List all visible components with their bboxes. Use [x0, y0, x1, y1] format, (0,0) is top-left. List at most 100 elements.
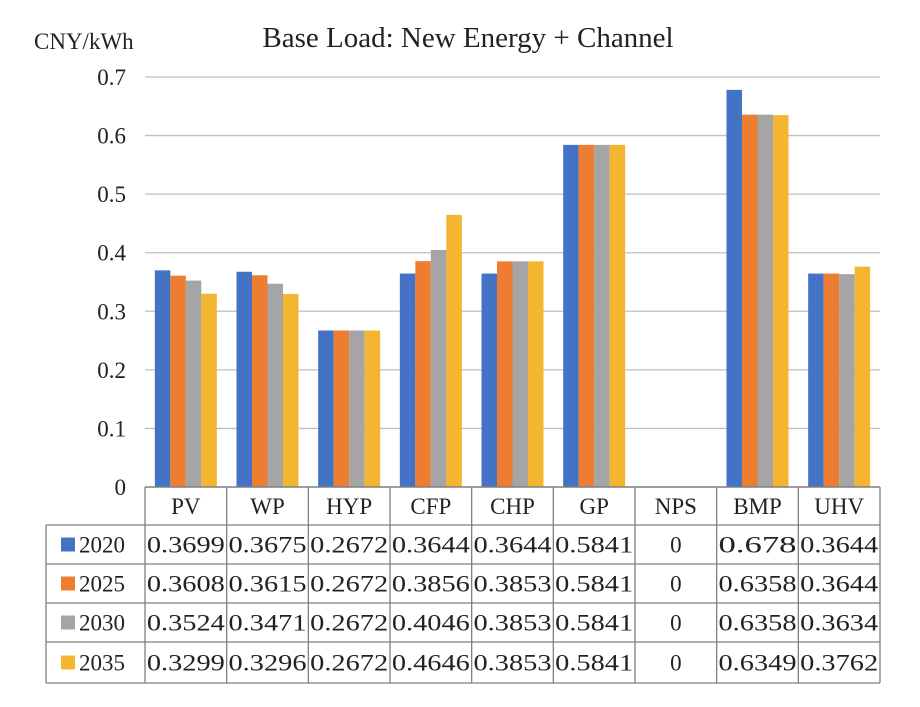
table-cell: 0.3853 [474, 611, 552, 636]
bar-gp-2035 [609, 144, 626, 488]
table-cell: 0.5841 [555, 651, 633, 676]
table-cell: 0.3644 [474, 533, 553, 558]
table-cell: 0.3853 [474, 572, 552, 597]
bar-pv-2025 [170, 275, 186, 487]
table-cell: 0.3615 [229, 572, 307, 597]
table-cell: 0.678 [719, 533, 797, 558]
y-tick-label: 0.4 [97, 241, 126, 266]
category-label: CFP [410, 494, 451, 519]
table-cell: 0.3644 [800, 533, 879, 558]
bar-hyp-2035 [364, 330, 381, 487]
table-cell: 0.3299 [147, 651, 225, 676]
bar-cfp-2035 [446, 214, 462, 487]
bar-wp-2020 [236, 271, 252, 487]
table-cell: 0 [670, 651, 682, 676]
bar-wp-2035 [283, 293, 299, 487]
table-cell: 0.3675 [229, 533, 307, 558]
table-cell: 0.3634 [800, 611, 879, 636]
bar-wp-2030 [267, 283, 283, 487]
bar-hyp-2025 [333, 330, 350, 487]
table-cell: 0.3644 [392, 533, 471, 558]
table-cell: 0.6349 [719, 651, 797, 676]
bar-chp-2030 [512, 261, 528, 487]
table-cell: 0.3524 [147, 611, 226, 636]
legend-label: 2025 [79, 572, 125, 597]
table-cell: 0.3296 [229, 651, 307, 676]
category-label: CHP [490, 494, 535, 519]
table-cell: 0.6358 [719, 572, 797, 597]
bar-bmp-2030 [757, 114, 773, 488]
bar-hyp-2020 [318, 330, 334, 487]
bar-pv-2035 [201, 293, 217, 487]
bar-pv-2030 [185, 280, 202, 487]
bar-cfp-2020 [399, 273, 416, 487]
legend-swatch-2025 [61, 576, 75, 591]
bar-bmp-2025 [742, 114, 758, 488]
bar-uhv-2030 [839, 274, 855, 487]
y-tick-label: 0 [115, 475, 127, 500]
table-cell: 0.2672 [310, 611, 388, 636]
table-cell: 0 [670, 611, 682, 636]
bar-cfp-2030 [430, 250, 447, 487]
bar-uhv-2020 [808, 273, 824, 487]
y-tick-label: 0.2 [97, 358, 126, 383]
bar-wp-2025 [252, 275, 268, 487]
bar-gp-2020 [563, 144, 579, 488]
category-label: NPS [655, 494, 697, 519]
legend-swatch-2030 [61, 615, 75, 630]
y-tick-label: 0.6 [97, 124, 126, 149]
legend-swatch-2020 [61, 537, 75, 552]
table-cell: 0.2672 [310, 651, 388, 676]
legend-swatch-2035 [61, 655, 75, 670]
table-cell: 0.3608 [147, 572, 225, 597]
y-tick-label: 0.7 [97, 65, 126, 90]
y-tick-label: 0.5 [97, 182, 126, 207]
table-cell: 0.4046 [392, 611, 470, 636]
y-tick-label: 0.1 [97, 416, 126, 441]
table-cell: 0.2672 [310, 533, 388, 558]
table-cell: 0 [670, 572, 682, 597]
legend-label: 2020 [79, 533, 125, 558]
bar-bmp-2020 [726, 89, 742, 487]
table-cell: 0.2672 [310, 572, 388, 597]
table-cell: 0 [670, 533, 682, 558]
table-cell: 0.3853 [474, 651, 552, 676]
category-label: UHV [814, 494, 864, 519]
table-cell: 0.3856 [392, 572, 470, 597]
data-table: PV WP HYP CFP CHP GP NPS BMP UHV 2020 0.3699 0.3675… [45, 486, 881, 684]
y-axis-unit-label: CNY/kWh [34, 29, 134, 54]
chart-title: Base Load: New Energy + Channel [262, 22, 673, 54]
category-label: PV [171, 494, 201, 519]
bars [154, 89, 871, 488]
bar-uhv-2025 [823, 273, 840, 487]
y-axis-ticks: 0 0.1 0.2 0.3 0.4 0.5 0.6 0.7 [97, 65, 126, 500]
bar-cfp-2025 [415, 261, 431, 487]
table-cell: 0.4646 [392, 651, 470, 676]
bar-pv-2020 [154, 270, 171, 487]
category-label: HYP [326, 494, 372, 519]
legend-label: 2035 [79, 651, 125, 676]
table-cell: 0.3644 [800, 572, 879, 597]
bar-chp-2035 [528, 261, 544, 487]
table-cell: 0.3762 [800, 651, 878, 676]
table-cell: 0.6358 [719, 611, 797, 636]
bar-chp-2025 [497, 261, 513, 487]
table-cell: 0.5841 [555, 533, 633, 558]
bar-hyp-2030 [349, 330, 365, 487]
table-cell: 0.5841 [555, 611, 633, 636]
legend-label: 2030 [79, 611, 125, 636]
bar-chp-2020 [481, 273, 497, 487]
bar-gp-2025 [578, 144, 595, 488]
y-tick-label: 0.3 [97, 299, 126, 324]
bar-bmp-2035 [773, 115, 789, 487]
category-label: GP [579, 494, 608, 519]
table-cell: 0.5841 [555, 572, 633, 597]
bar-gp-2030 [594, 144, 610, 488]
category-label: WP [250, 494, 285, 519]
category-label: BMP [733, 494, 782, 519]
table-cell: 0.3699 [147, 533, 225, 558]
table-cell: 0.3471 [229, 611, 307, 636]
bar-uhv-2035 [854, 266, 871, 487]
